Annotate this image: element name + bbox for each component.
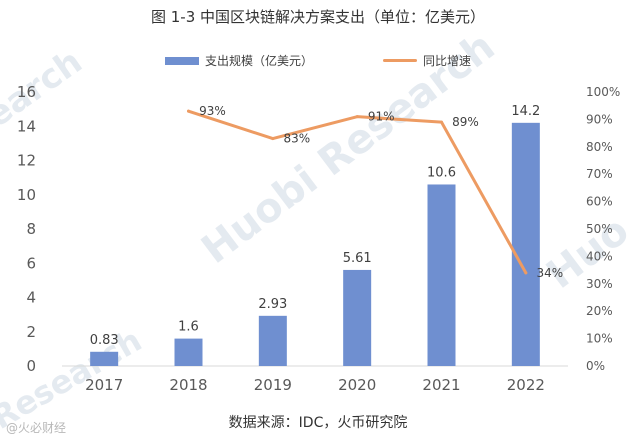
watermark-layer: search Huobi Research Huo Research xyxy=(0,24,636,437)
line-value-label: 93% xyxy=(199,104,226,118)
legend-swatch-bar xyxy=(164,56,199,65)
bar-value-label: 10.6 xyxy=(427,165,456,180)
x-tick-label: 2020 xyxy=(338,376,376,394)
y2-tick-label: 100% xyxy=(586,85,620,99)
line-value-label: 89% xyxy=(452,115,479,129)
bar xyxy=(90,351,119,366)
y2-tick-label: 30% xyxy=(586,277,613,291)
y2-tick-label: 60% xyxy=(586,195,613,209)
y-tick-label: 10 xyxy=(17,186,36,204)
y2-tick-label: 20% xyxy=(586,304,613,318)
bar xyxy=(174,338,203,366)
y2-tick-label: 10% xyxy=(586,332,613,346)
y-tick-label: 4 xyxy=(26,289,36,307)
y2-tick-label: 80% xyxy=(586,140,613,154)
bar xyxy=(427,184,456,366)
x-tick-label: 2018 xyxy=(169,376,207,394)
y-tick-label: 16 xyxy=(17,83,36,101)
line-value-label: 34% xyxy=(536,266,563,280)
y2-tick-label: 40% xyxy=(586,249,613,263)
bar-value-label: 5.61 xyxy=(343,251,372,266)
legend-swatch-line xyxy=(383,59,417,62)
x-tick-label: 2017 xyxy=(85,376,123,394)
y-tick-label: 6 xyxy=(26,254,36,272)
line-point xyxy=(355,115,359,119)
y-tick-label: 12 xyxy=(17,152,36,170)
y2-tick-label: 70% xyxy=(586,167,613,181)
line-point xyxy=(440,120,443,124)
bar xyxy=(511,122,540,366)
line-point xyxy=(187,109,190,113)
legend-item-line: 同比增速 xyxy=(383,52,471,69)
line-point xyxy=(271,137,275,141)
y-tick-label: 14 xyxy=(17,117,36,135)
legend: 支出规模（亿美元） 同比增速 xyxy=(0,52,636,69)
line-series xyxy=(187,109,528,275)
legend-label-line: 同比增速 xyxy=(423,54,472,68)
line-value-label: 83% xyxy=(283,132,310,146)
y-tick-label: 2 xyxy=(26,323,36,341)
x-tick-label: 2022 xyxy=(507,376,545,394)
bar-value-label: 1.6 xyxy=(178,320,199,335)
x-tick-label: 2019 xyxy=(254,376,292,394)
y2-tick-label: 90% xyxy=(586,112,613,126)
axes: 0 2 4 6 8 10 12 14 16 0% 10% 20% 30% 40% 50% 60% 70% 80% 9… xyxy=(17,83,620,394)
chart-title: 图 1-3 中国区块链解决方案支出（单位：亿美元） xyxy=(150,8,486,26)
corner-badge-text: @火必财经 xyxy=(6,421,66,435)
bar xyxy=(258,315,287,366)
line-point xyxy=(524,271,528,275)
bar-value-label: 0.83 xyxy=(90,333,119,348)
y-tick-label: 0 xyxy=(26,357,36,375)
y2-tick-label: 0% xyxy=(586,359,605,373)
bar-series xyxy=(90,122,540,366)
bar-value-label: 2.93 xyxy=(258,297,287,312)
y-tick-label: 8 xyxy=(26,220,36,238)
legend-item-bar: 支出规模（亿美元） xyxy=(164,52,313,69)
bar xyxy=(343,269,372,366)
data-labels: 0.83 1.6 2.93 5.61 10.6 14.2 93% 83% 91% 89% 34% xyxy=(90,104,563,348)
x-tick-label: 2021 xyxy=(422,376,460,394)
y2-tick-label: 50% xyxy=(586,222,613,236)
legend-label-bar: 支出规模（亿美元） xyxy=(204,54,313,68)
line-value-label: 91% xyxy=(368,110,395,124)
source-note: 数据来源：IDC，火币研究院 xyxy=(228,415,408,431)
bar-value-label: 14.2 xyxy=(511,104,540,119)
